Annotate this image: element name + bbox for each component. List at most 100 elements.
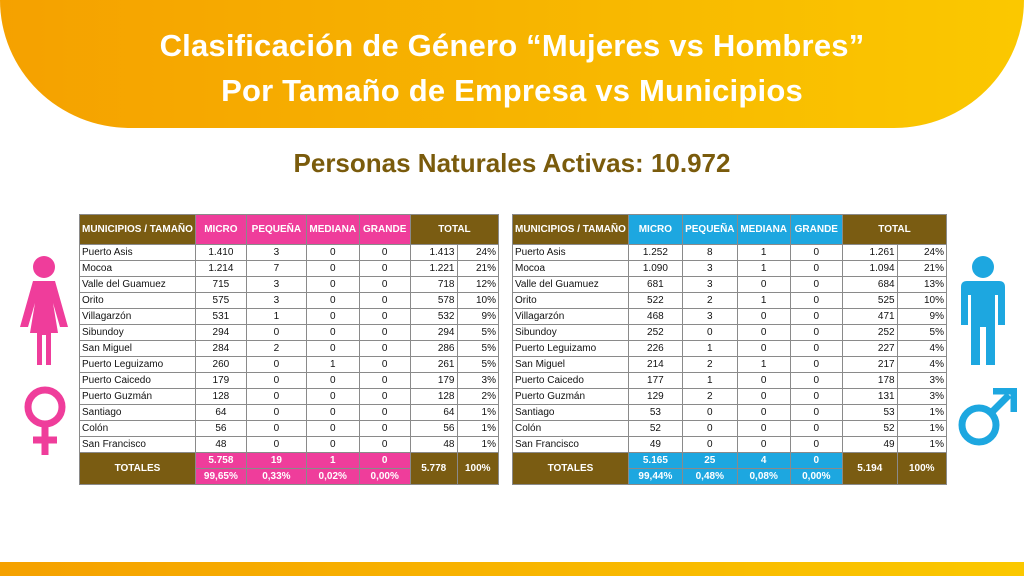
cell-pequena: 2 [245,340,307,357]
men-table: MUNICIPIOS / TAMAÑO MICRO PEQUEÑA MEDIAN… [512,214,948,485]
cell-grande: 0 [789,260,844,277]
cell-mediana: 0 [305,292,360,309]
cell-grande: 0 [358,356,411,373]
cell-grande: 0 [358,260,411,277]
totals-mediana-pct: 0,08% [736,468,791,485]
header-total: TOTAL [409,214,500,245]
cell-grande: 0 [789,356,844,373]
table-row: Orito 522 2 1 0 525 10% [512,292,948,309]
cell-pct: 3% [456,372,499,389]
cell-mediana: 0 [305,260,360,277]
table-row: Santiago 53 0 0 0 53 1% [512,404,948,421]
cell-municipio: Puerto Guzmán [79,388,196,405]
cell-grande: 0 [789,276,844,293]
cell-pct: 2% [456,388,499,405]
cell-mediana: 0 [736,340,791,357]
totals-total-pct: 100% [456,452,499,485]
cell-pct: 4% [896,340,948,357]
cell-municipio: Santiago [79,404,196,421]
cell-grande: 0 [358,292,411,309]
cell-grande: 0 [789,292,844,309]
table-row: Colón 52 0 0 0 52 1% [512,420,948,437]
cell-grande: 0 [789,324,844,341]
cell-mediana: 0 [305,372,360,389]
table-row: Puerto Leguizamo 226 1 0 0 227 4% [512,340,948,357]
cell-pct: 1% [456,404,499,421]
table-row: Mocoa 1.214 7 0 0 1.221 21% [79,260,499,277]
cell-micro: 177 [627,372,683,389]
cell-total: 179 [409,372,458,389]
cell-micro: 681 [627,276,683,293]
cell-micro: 575 [194,292,247,309]
table-row: Colón 56 0 0 0 56 1% [79,420,499,437]
female-figure-icon [20,256,68,365]
cell-total: 1.261 [842,244,898,261]
cell-pequena: 1 [681,340,738,357]
table-row: Puerto Leguizamo 260 0 1 0 261 5% [79,356,499,373]
cell-grande: 0 [358,324,411,341]
header-total: TOTAL [842,214,947,245]
cell-mediana: 1 [736,244,791,261]
totals-grande-pct: 0,00% [358,468,411,485]
cell-municipio: San Miguel [79,340,196,357]
cell-pequena: 3 [245,276,307,293]
table-row: Sibundoy 294 0 0 0 294 5% [79,324,499,341]
cell-municipio: San Francisco [79,436,196,453]
cell-micro: 715 [194,276,247,293]
cell-mediana: 0 [305,244,360,261]
cell-municipio: Santiago [512,404,629,421]
cell-pct: 13% [896,276,948,293]
cell-pequena: 0 [681,324,738,341]
table-row: Puerto Asis 1.252 8 1 0 1.261 24% [512,244,948,261]
cell-municipio: Villagarzón [512,308,629,325]
cell-mediana: 0 [736,436,791,453]
cell-pct: 5% [896,324,948,341]
table-row: Sibundoy 252 0 0 0 252 5% [512,324,948,341]
cell-pct: 10% [456,292,499,309]
cell-municipio: Puerto Leguizamo [79,356,196,373]
cell-mediana: 0 [305,420,360,437]
male-figure-icon [961,256,1005,365]
cell-mediana: 0 [736,276,791,293]
header-municipio: MUNICIPIOS / TAMAÑO [79,214,196,245]
totals-mediana: 1 [305,452,360,469]
cell-mediana: 0 [736,308,791,325]
cell-micro: 260 [194,356,247,373]
cell-total: 52 [842,420,898,437]
header-mediana: MEDIANA [736,214,791,245]
cell-grande: 0 [789,372,844,389]
cell-mediana: 0 [305,324,360,341]
cell-grande: 0 [358,308,411,325]
table-row: Puerto Caicedo 179 0 0 0 179 3% [79,372,499,389]
cell-total: 56 [409,420,458,437]
cell-total: 227 [842,340,898,357]
cell-pct: 3% [896,372,948,389]
cell-total: 525 [842,292,898,309]
page-title-line2: Por Tamaño de Empresa vs Municipios [221,73,803,108]
cell-pequena: 2 [681,356,738,373]
cell-micro: 48 [194,436,247,453]
cell-municipio: San Miguel [512,356,629,373]
cell-municipio: Puerto Caicedo [512,372,629,389]
cell-micro: 1.252 [627,244,683,261]
table-row: Valle del Guamuez 681 3 0 0 684 13% [512,276,948,293]
cell-mediana: 1 [305,356,360,373]
cell-pct: 1% [896,420,948,437]
table-row: Villagarzón 468 3 0 0 471 9% [512,308,948,325]
cell-total: 49 [842,436,898,453]
totals-mediana-pct: 0,02% [305,468,360,485]
cell-grande: 0 [358,436,411,453]
table-row: Puerto Guzmán 128 0 0 0 128 2% [79,388,499,405]
cell-pct: 1% [456,436,499,453]
header-banner [0,0,1024,128]
cell-municipio: Mocoa [79,260,196,277]
table-row: Santiago 64 0 0 0 64 1% [79,404,499,421]
totals-label: TOTALES [79,452,196,485]
cell-municipio: Orito [512,292,629,309]
cell-pct: 5% [456,324,499,341]
cell-pct: 9% [456,308,499,325]
cell-micro: 53 [627,404,683,421]
cell-pequena: 8 [681,244,738,261]
cell-municipio: Valle del Guamuez [512,276,629,293]
totals-grande-pct: 0,00% [789,468,844,485]
